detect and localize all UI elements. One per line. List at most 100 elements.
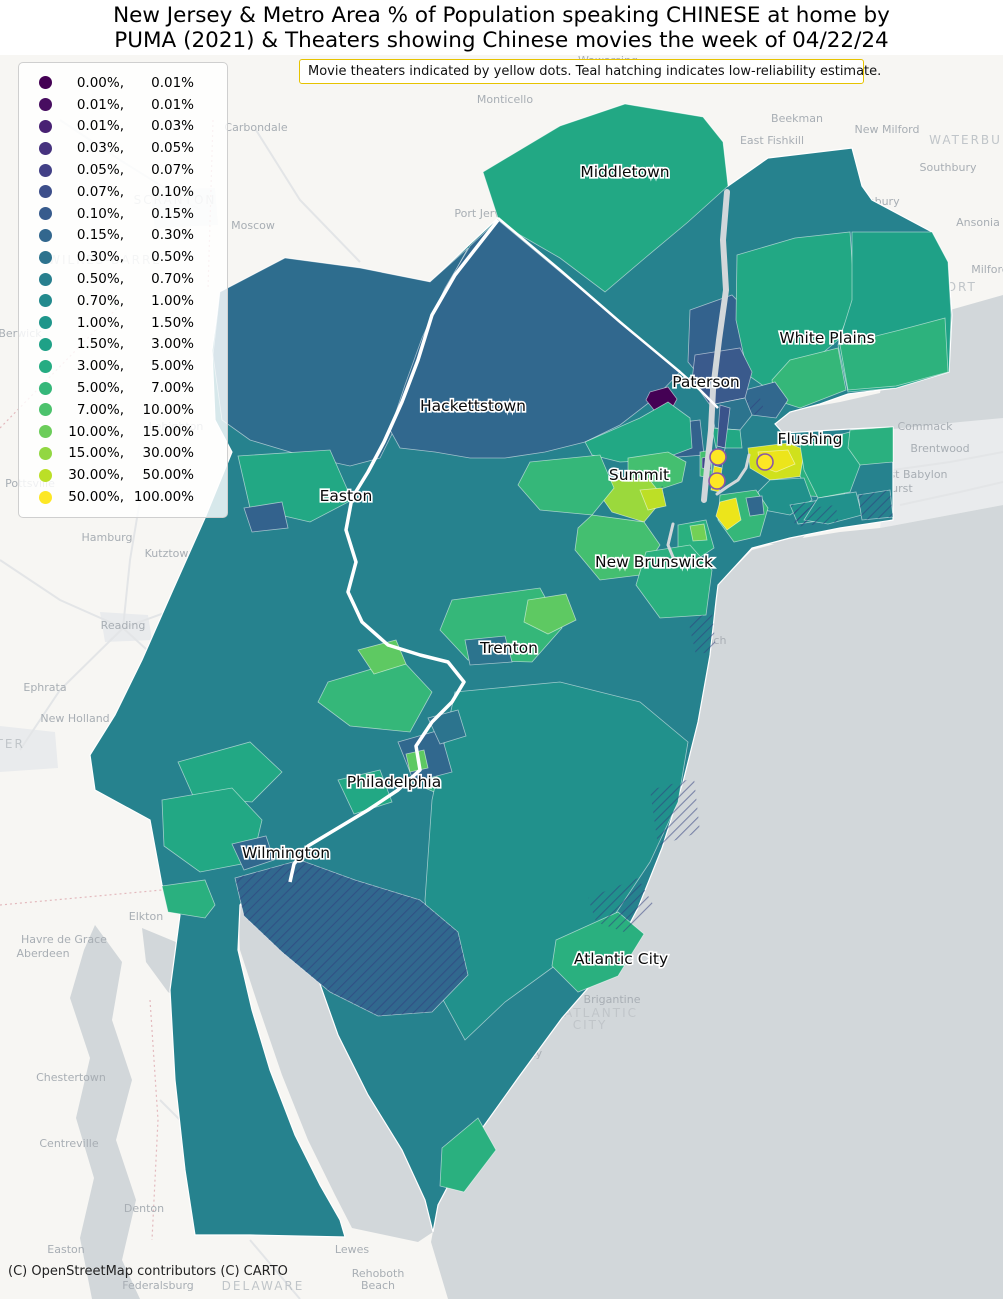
legend-swatch-icon	[39, 337, 52, 351]
legend-swatch-icon	[39, 446, 52, 460]
legend-entry-label: 10.00%, 15.00%	[68, 423, 194, 440]
hudson-river	[701, 189, 730, 503]
basemap-label: Milford	[971, 263, 1003, 276]
legend-entry: 7.00%, 10.00%	[25, 399, 221, 421]
basemap-label: Aberdeen	[16, 947, 69, 960]
legend-entry: 5.00%, 7.00%	[25, 377, 221, 399]
legend-entry-label: 5.00%, 7.00%	[76, 380, 194, 397]
road	[892, 451, 1003, 471]
attribution-text: (C) OpenStreetMap contributors (C) CARTO	[8, 1264, 288, 1279]
legend-entry: 0.01%, 0.01%	[25, 94, 221, 116]
admin-border-dashed	[149, 999, 159, 1241]
legend-entry-label: 0.00%, 0.01%	[76, 74, 194, 91]
city-label: Paterson	[672, 373, 740, 391]
basemap-label: DELAWARE	[222, 1279, 305, 1293]
legend-box: 0.00%, 0.01% 0.01%, 0.01% 0.01%, 0.03% 0.03%, 0…	[18, 62, 228, 518]
city-label: Summit	[609, 466, 669, 484]
legend-entry: 0.00%, 0.01%	[25, 72, 221, 94]
puma-wilmington-city	[231, 835, 275, 871]
legend-swatch-icon	[39, 272, 52, 286]
legend-entry: 0.03%, 0.05%	[25, 137, 221, 159]
puma-lehigh-valley	[237, 449, 353, 523]
legend-entry: 1.00%, 1.50%	[25, 312, 221, 334]
legend-entry-label: 1.50%, 3.00%	[76, 336, 194, 353]
city-labels-layer: Middletown White Plains Paterson Hackettsto…	[240, 161, 876, 969]
basemap-label: Southbury	[920, 161, 977, 174]
theater-dots-layer	[708, 448, 774, 490]
puma-edison-core	[639, 487, 667, 511]
legend-swatch-icon	[39, 141, 52, 155]
basemap-label: New Milford	[854, 123, 919, 136]
city-label: White Plains	[779, 329, 874, 347]
puma-suffolk-north	[847, 426, 894, 466]
legend-entry-label: 30.00%, 50.00%	[68, 467, 194, 484]
basemap-label: Hamburg	[82, 531, 133, 544]
legend-swatch-icon	[39, 294, 52, 308]
legend-entry: 0.01%, 0.03%	[25, 116, 221, 138]
puma-long-branch-low-rel-hatch	[688, 612, 716, 655]
basemap-label: WATERBURY	[929, 133, 1003, 147]
puma-middlesex-south	[574, 514, 661, 581]
road	[249, 1239, 301, 1299]
legend-entry-label: 0.01%, 0.03%	[76, 118, 194, 135]
legend-entry-label: 0.50%, 0.70%	[76, 271, 194, 288]
legend-entry: 0.07%, 0.10%	[25, 181, 221, 203]
legend-swatch-icon	[39, 163, 52, 177]
arthur-kill	[666, 522, 677, 564]
legend-swatch-icon	[39, 250, 52, 264]
title-line-1: New Jersey & Metro Area % of Population …	[113, 3, 890, 28]
delaware-river	[288, 218, 500, 883]
urban-areas-layer	[0, 188, 1003, 772]
legend-swatch-icon	[39, 98, 52, 112]
basemap-label: Easton	[47, 1243, 84, 1256]
atlantic-ocean	[431, 505, 1003, 1299]
legend-entry: 10.00%, 15.00%	[25, 421, 221, 443]
legend-swatch-icon	[39, 207, 52, 221]
basemap-label: Havre de Grace	[21, 933, 107, 946]
title-line-2: PUMA (2021) & Theaters showing Chinese m…	[114, 28, 889, 53]
lancaster-urban	[0, 726, 58, 772]
basemap-label: East Fishkill	[740, 134, 804, 147]
admin-border-dashed	[0, 889, 163, 906]
legend-entry: 50.00%, 100.00%	[25, 486, 221, 508]
puma-brooklyn-east	[745, 495, 765, 517]
long-island-east-urban	[880, 415, 1003, 528]
basemap-label: LANCASTER	[0, 737, 25, 751]
annotation-note: Movie theaters indicated by yellow dots.…	[299, 59, 881, 84]
legend-entry-label: 0.10%, 0.15%	[76, 205, 194, 222]
legend-swatch-icon	[39, 425, 52, 439]
legend-entry: 0.15%, 0.30%	[25, 225, 221, 247]
basemap-label: CITY	[573, 1018, 608, 1032]
basemap-label: Reading	[101, 619, 146, 632]
legend-entry-label: 15.00%, 30.00%	[68, 445, 194, 462]
puma-fire-island-low-rel-hatch	[793, 505, 838, 527]
road	[19, 627, 124, 751]
basemap-label: ATLANTIC	[564, 1006, 638, 1020]
basemap-label: Centreville	[39, 1137, 98, 1150]
basemap-label: Beach	[361, 1279, 395, 1292]
legend-entry-label: 3.00%, 5.00%	[76, 358, 194, 375]
road	[899, 481, 1003, 506]
legend-swatch-icon	[39, 359, 52, 373]
legend-entry: 30.00%, 50.00%	[25, 464, 221, 486]
city-label: Middletown	[580, 163, 669, 181]
basemap-label: Chestertown	[36, 1071, 106, 1084]
legend-swatch-icon	[39, 316, 52, 330]
puma-atlantic-ne-low-rel-hatch	[588, 878, 654, 932]
legend-entry-label: 0.15%, 0.30%	[76, 227, 194, 244]
legend-entry: 0.10%, 0.15%	[25, 203, 221, 225]
basemap-label: Brentwood	[910, 442, 969, 455]
legend-entry-label: 0.07%, 0.10%	[76, 183, 194, 200]
city-label: Easton	[320, 487, 373, 505]
puma-princeton	[523, 593, 577, 635]
puma-stamford-coastal	[839, 317, 949, 391]
puma-sunset-park	[715, 497, 742, 531]
legend-swatch-icon	[39, 468, 52, 482]
state-borders-layer	[288, 217, 719, 883]
basemap-label: Rehoboth	[352, 1267, 405, 1280]
legend-entry-label: 0.01%, 0.01%	[76, 96, 194, 113]
puma-staten-island-west	[689, 523, 708, 542]
legend-entry-label: 7.00%, 10.00%	[76, 401, 194, 418]
basemap-label: Beekman	[771, 112, 823, 125]
